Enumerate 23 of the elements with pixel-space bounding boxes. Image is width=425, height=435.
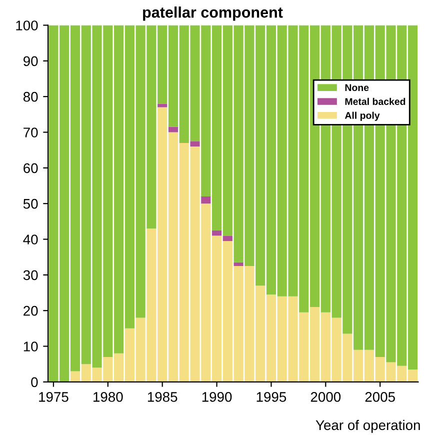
y-tick-label: 30 <box>23 270 38 280</box>
y-tick-label: 100 <box>16 20 38 30</box>
x-tick-label: 1980 <box>94 392 123 402</box>
legend-label: Metal backed <box>345 98 406 105</box>
x-tick-label: 2000 <box>310 392 341 402</box>
y-tick-label: 40 <box>23 234 38 244</box>
y-tick-label: 60 <box>24 163 38 174</box>
y-tick-label: 70 <box>24 128 38 138</box>
x-tick-label: 1975 <box>39 392 68 402</box>
y-tick-label: 10 <box>24 342 38 352</box>
legend-label: None <box>345 84 369 92</box>
y-tick-label: 90 <box>24 56 38 66</box>
y-tick-label: 50 <box>23 198 38 209</box>
x-tick-label: 2005 <box>365 392 395 402</box>
y-tick-label: 0 <box>31 377 38 388</box>
chart-title: patellar component <box>143 6 283 21</box>
y-tick-label: 80 <box>23 92 38 102</box>
x-tick-label: 1985 <box>148 392 178 402</box>
legend-label: All poly <box>344 112 380 121</box>
y-tick-label: 20 <box>24 306 38 316</box>
x-tick-label: 1995 <box>256 392 286 402</box>
x-axis-title: Year of operation <box>316 420 420 433</box>
x-tick-label: 1990 <box>202 392 232 402</box>
